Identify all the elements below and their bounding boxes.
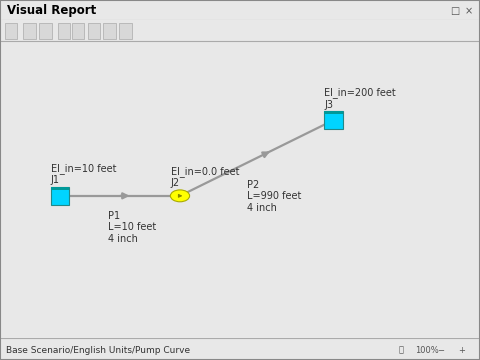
FancyBboxPatch shape bbox=[72, 23, 84, 39]
Text: J2: J2 bbox=[171, 179, 180, 188]
FancyBboxPatch shape bbox=[23, 23, 36, 39]
Bar bbox=[51, 187, 69, 190]
Text: P1
L=10 feet
4 inch: P1 L=10 feet 4 inch bbox=[108, 211, 156, 244]
Text: Base Scenario/English Units/Pump Curve: Base Scenario/English Units/Pump Curve bbox=[6, 346, 190, 355]
FancyBboxPatch shape bbox=[119, 23, 132, 39]
Text: El_in=10 feet: El_in=10 feet bbox=[51, 163, 116, 174]
Text: Visual Report: Visual Report bbox=[7, 4, 96, 17]
Text: J1: J1 bbox=[51, 175, 60, 185]
FancyBboxPatch shape bbox=[103, 23, 116, 39]
Text: El_in=200 feet: El_in=200 feet bbox=[324, 87, 396, 98]
Text: P2
L=990 feet
4 inch: P2 L=990 feet 4 inch bbox=[247, 180, 301, 213]
FancyBboxPatch shape bbox=[5, 23, 17, 39]
Text: El_in=0.0 feet: El_in=0.0 feet bbox=[171, 166, 240, 177]
Text: □: □ bbox=[450, 6, 459, 16]
FancyBboxPatch shape bbox=[39, 23, 52, 39]
Text: −: − bbox=[437, 346, 444, 355]
Text: +: + bbox=[458, 346, 465, 355]
Bar bbox=[324, 111, 343, 129]
FancyBboxPatch shape bbox=[88, 23, 100, 39]
Circle shape bbox=[170, 190, 190, 202]
FancyBboxPatch shape bbox=[58, 23, 70, 39]
Text: ×: × bbox=[465, 6, 473, 16]
Text: J3: J3 bbox=[324, 100, 334, 110]
Bar bbox=[51, 187, 69, 205]
Bar bbox=[324, 111, 343, 114]
Text: 🗎: 🗎 bbox=[398, 346, 403, 355]
Text: 100%: 100% bbox=[415, 346, 439, 355]
